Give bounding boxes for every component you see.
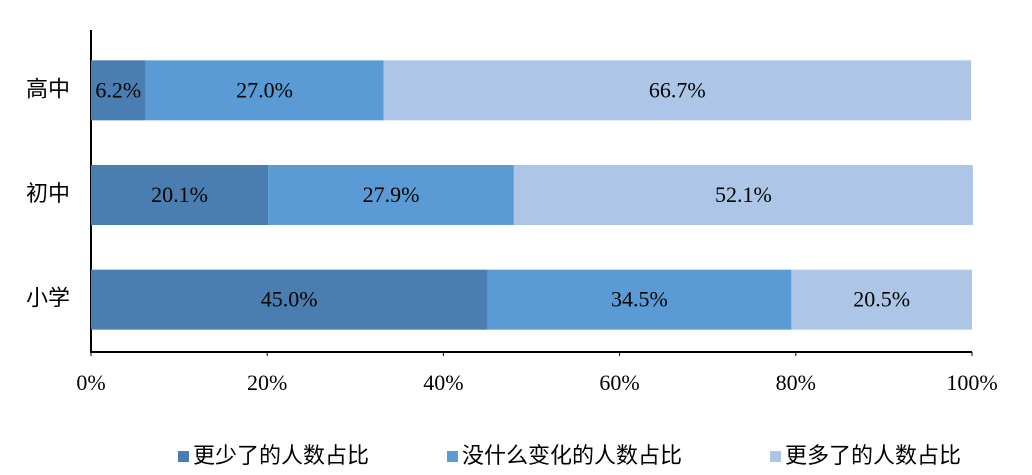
value-label: 27.0% [236, 77, 293, 102]
y-tick-label: 小学 [26, 287, 70, 312]
x-tick-label: 80% [776, 370, 816, 395]
x-tick-label: 20% [247, 370, 287, 395]
bar-segment [145, 60, 384, 121]
value-label: 34.5% [611, 287, 668, 312]
x-tick-label: 60% [599, 370, 639, 395]
legend-swatch [447, 451, 458, 462]
bar-segment [383, 60, 972, 121]
bar-segment [487, 269, 792, 330]
y-tick-label: 高中 [26, 77, 70, 102]
legend-swatch [178, 451, 189, 462]
value-label: 20.5% [853, 287, 910, 312]
legend-label: 没什么变化的人数占比 [462, 444, 682, 469]
x-tick-label: 0% [76, 370, 105, 395]
x-tick-label: 100% [946, 370, 997, 395]
value-label: 52.1% [715, 182, 772, 207]
legend-swatch [770, 451, 781, 462]
value-label: 27.9% [363, 182, 420, 207]
bar-segment [91, 269, 488, 330]
bar-segment [91, 165, 269, 225]
value-label: 66.7% [649, 77, 706, 102]
legend-label: 更少了的人数占比 [193, 444, 369, 469]
bar-segment [91, 60, 146, 121]
value-label: 6.2% [95, 77, 141, 102]
value-label: 20.1% [151, 182, 208, 207]
x-tick-label: 40% [423, 370, 463, 395]
value-label: 45.0% [261, 287, 318, 312]
y-tick-label: 初中 [26, 182, 70, 207]
bar-segment [513, 165, 973, 225]
bar-segment [268, 165, 514, 225]
bar-segment [791, 269, 972, 330]
legend-label: 更多了的人数占比 [785, 444, 961, 469]
